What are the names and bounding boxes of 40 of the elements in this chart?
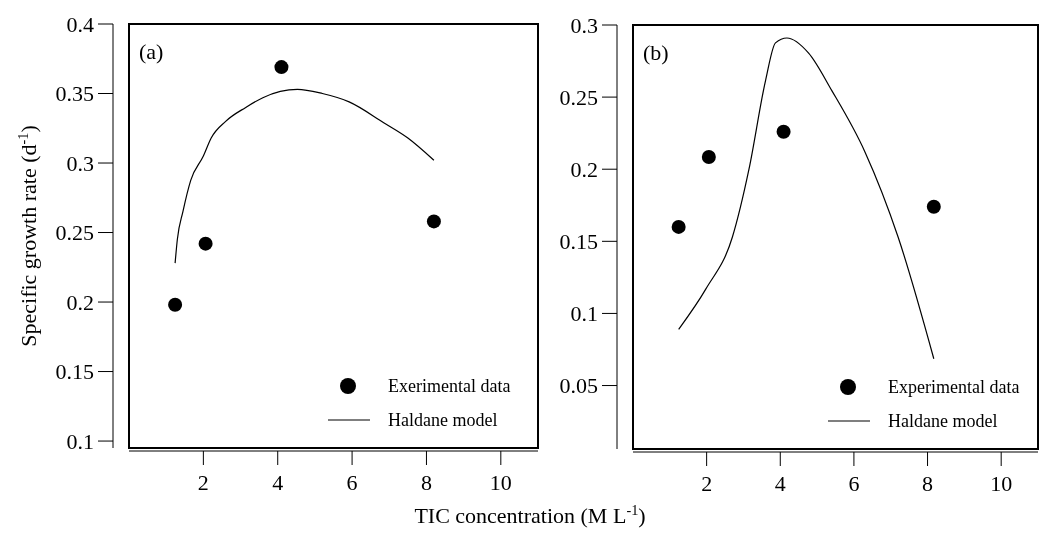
x-tick-label: 2 <box>701 471 713 496</box>
point <box>168 297 183 312</box>
y-tick-label: 0.1 <box>66 428 94 454</box>
legend-label: Exerimental data <box>388 376 511 397</box>
x-tick-label: 8 <box>420 470 432 495</box>
y-tick-label: 0.25 <box>55 220 94 246</box>
y-tick-label: 0.25 <box>559 84 598 110</box>
x-tick-label: 4 <box>272 470 284 495</box>
point <box>671 219 686 234</box>
point <box>926 199 941 214</box>
legend-label: Haldane model <box>888 411 998 432</box>
x-tick-label: 6 <box>346 470 358 495</box>
y-tick-label: 0.15 <box>559 229 598 255</box>
line-series <box>174 88 435 264</box>
y-tick-label: 0.3 <box>570 12 598 38</box>
y-tick-label: 0.35 <box>55 81 94 107</box>
x-tick-label: 4 <box>774 471 786 496</box>
y-tick-label: 0.4 <box>66 11 94 37</box>
point <box>274 60 289 75</box>
point <box>776 124 791 139</box>
x-tick-label: 10 <box>990 471 1013 496</box>
annotation: (b) <box>643 40 669 65</box>
legend-label: Experimental data <box>888 377 1020 398</box>
y-tick-label: 0.2 <box>66 289 94 315</box>
annotation: (a) <box>139 39 164 64</box>
legend-label: Haldane model <box>388 410 498 431</box>
x-tick-label: 10 <box>489 470 512 495</box>
x-tick-label: 6 <box>848 471 860 496</box>
line-series <box>678 37 935 360</box>
y-tick-label: 0.2 <box>570 156 598 182</box>
x-tick-label: 2 <box>197 470 209 495</box>
y-tick-label: 0.3 <box>66 150 94 176</box>
point <box>426 214 441 229</box>
point <box>198 236 213 251</box>
y-tick-label: 0.05 <box>559 373 598 399</box>
y-tick-label: 0.15 <box>55 359 94 385</box>
x-tick-label: 8 <box>922 471 934 496</box>
x-axis-title: TIC concentration (M L$^{-1}$) <box>414 502 646 528</box>
y-tick-label: 0.1 <box>570 301 598 327</box>
point <box>701 149 716 164</box>
